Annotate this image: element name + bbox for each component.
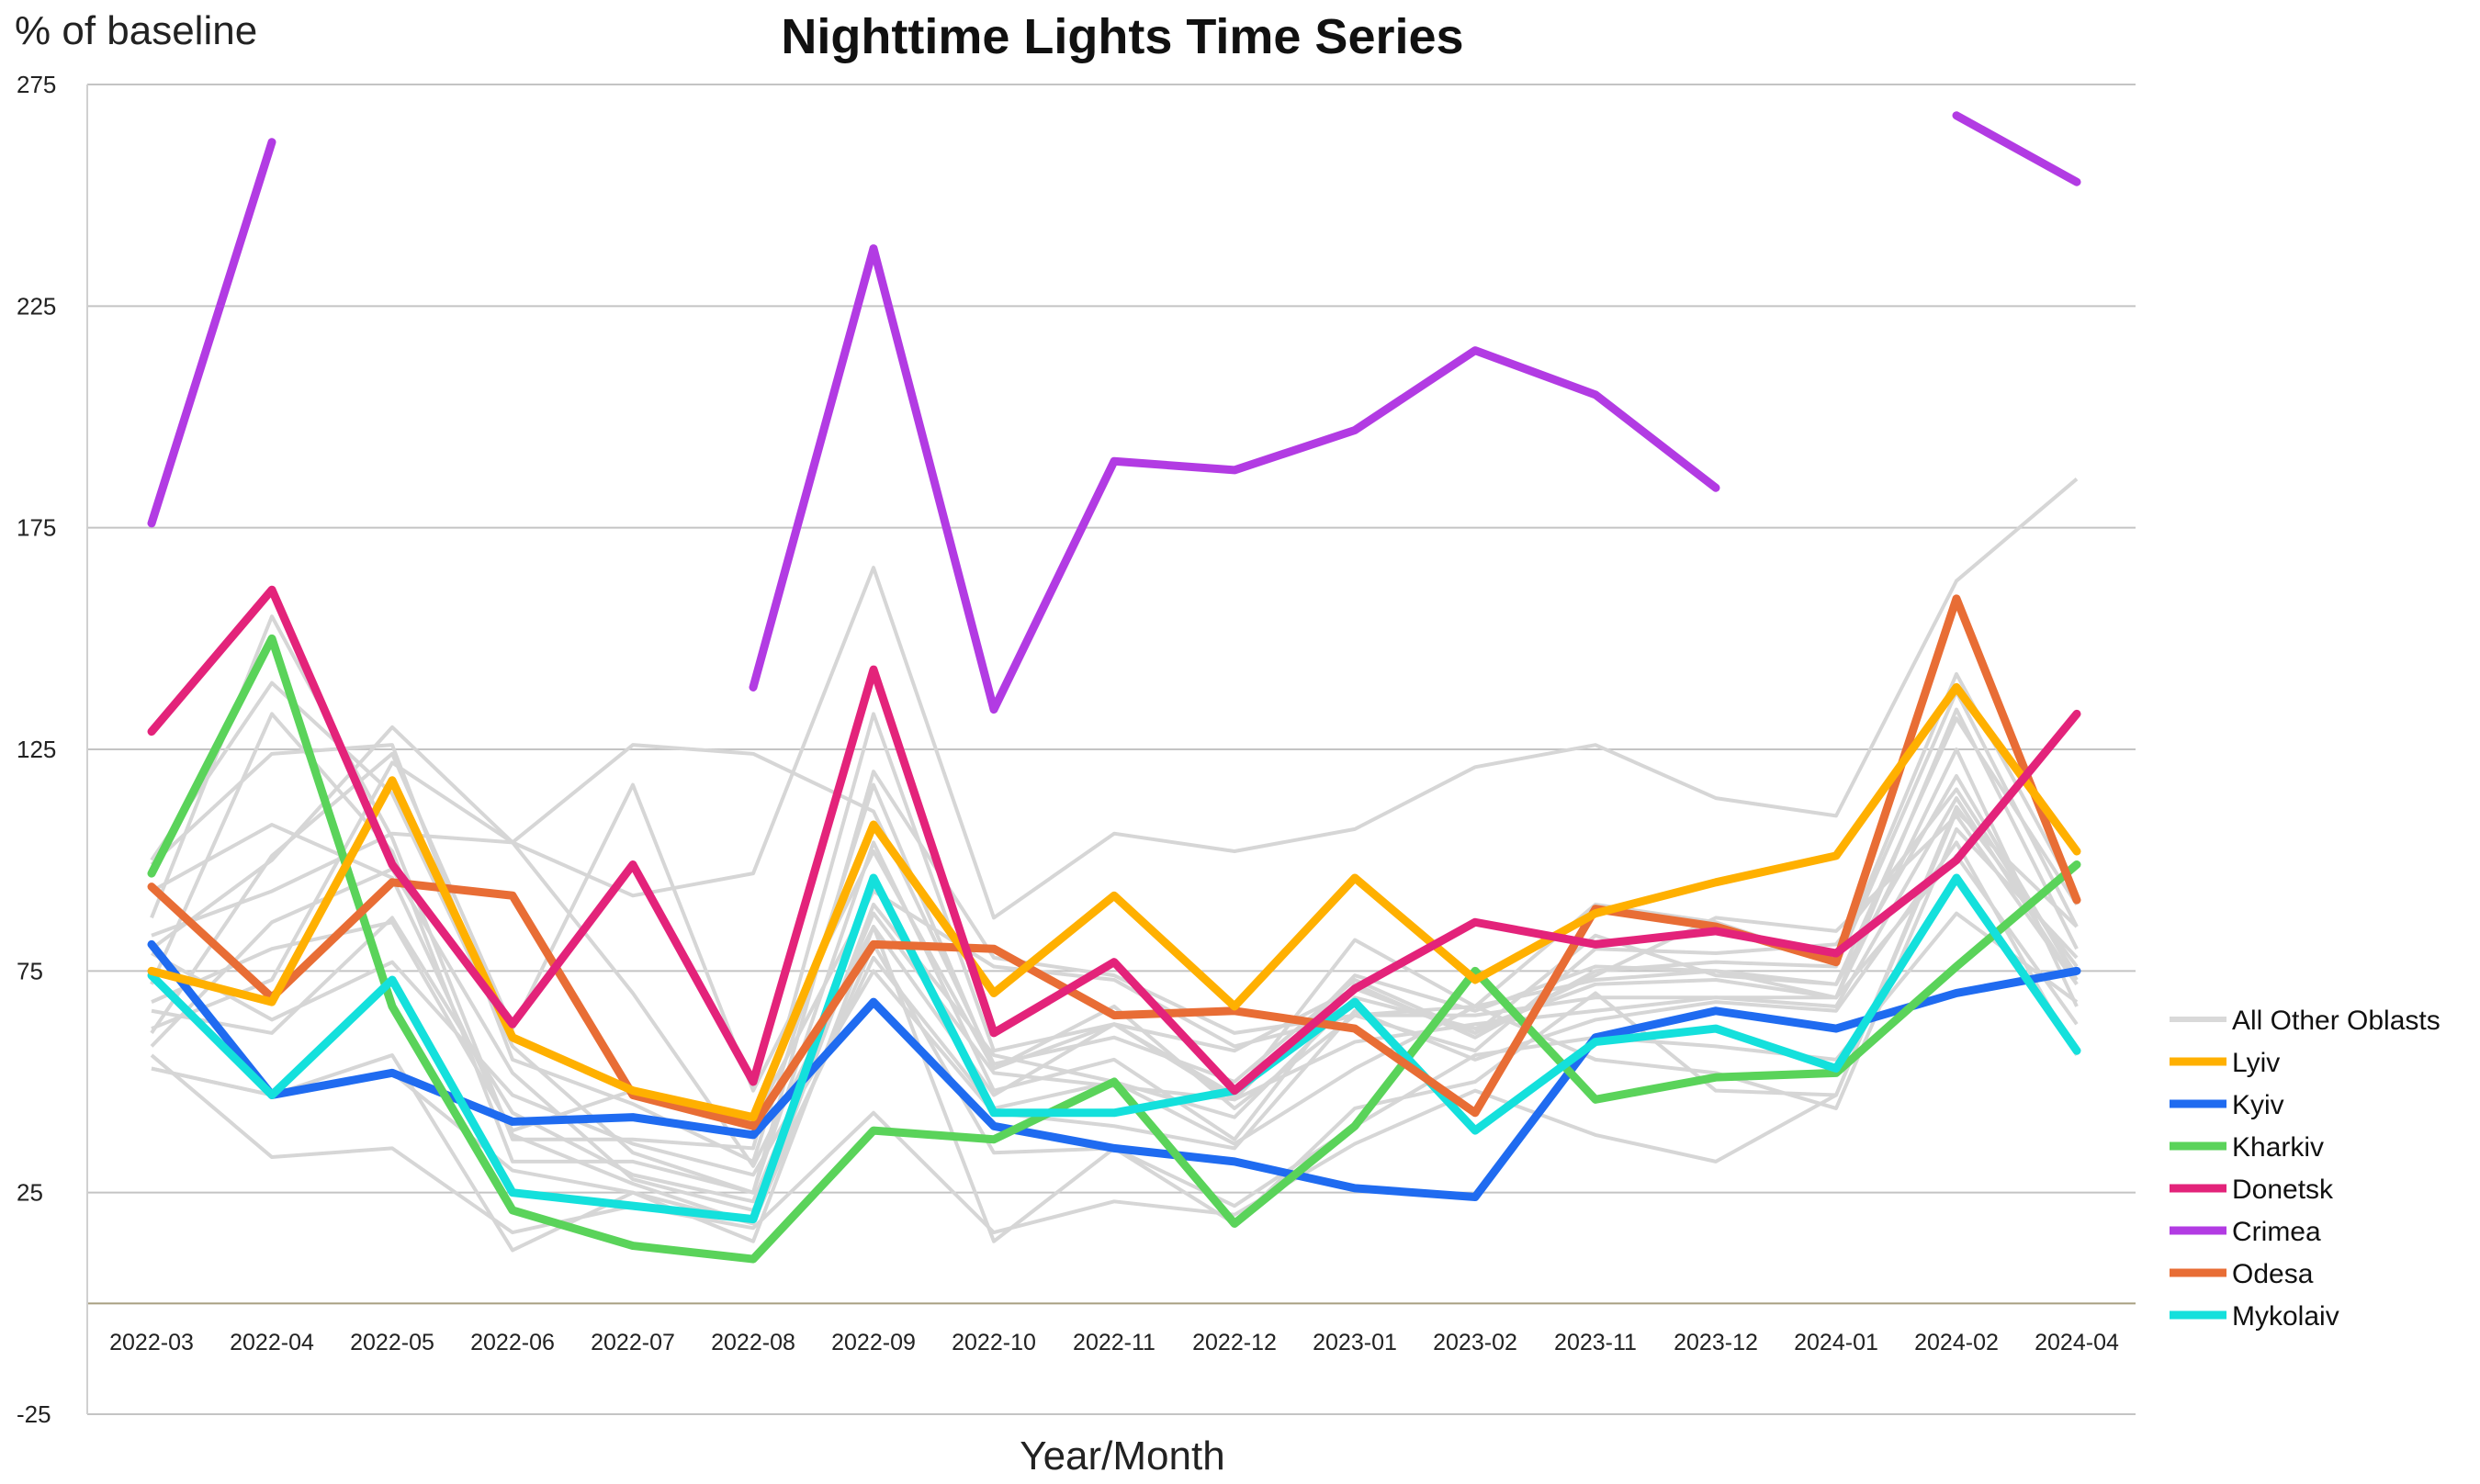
legend-label: Mykolaiv	[2232, 1301, 2339, 1332]
y-tick-label: 125	[17, 736, 56, 763]
x-tick-labels: 2022-03 2022-04 2022-05 2022-06 2022-07 2022-…	[109, 1330, 2119, 1355]
series-line-kyiv	[147, 939, 2081, 1201]
background-line	[150, 751, 2079, 1110]
series-line-kharkiv	[147, 634, 2081, 1264]
y-tick-label: -25	[17, 1400, 51, 1428]
x-tick-label: 2022-08	[711, 1330, 795, 1355]
y-tick-label: 25	[17, 1179, 43, 1207]
y-tick-label: 175	[17, 514, 56, 542]
x-tick-label: 2022-06	[470, 1330, 555, 1355]
x-tick-label: 2022-09	[831, 1330, 916, 1355]
y-tick-label: 275	[17, 71, 56, 98]
x-tick-label: 2023-12	[1674, 1330, 1758, 1355]
x-tick-label: 2022-04	[230, 1330, 314, 1355]
legend-label: Donetsk	[2232, 1175, 2334, 1205]
x-tick-label: 2023-11	[1554, 1330, 1637, 1355]
x-tick-label: 2024-01	[1794, 1330, 1878, 1355]
highlighted-series-lines	[147, 111, 2081, 1264]
background-line	[150, 478, 2079, 950]
background-line	[150, 680, 2079, 1195]
legend-label: Crimea	[2232, 1217, 2321, 1247]
legend-label: Kharkiv	[2232, 1132, 2324, 1163]
legend-label: Odesa	[2232, 1259, 2314, 1289]
series-line-lyiv	[147, 682, 2081, 1122]
legend: All Other Oblasts Lyiv Kyiv Kharkiv Donetsk C…	[2170, 1006, 2441, 1332]
background-line	[150, 804, 2079, 1235]
x-axis-label: Year/Month	[1020, 1433, 1224, 1478]
x-tick-label: 2023-02	[1433, 1330, 1517, 1355]
series-line-mykolaiv	[147, 873, 2081, 1224]
background-line	[150, 853, 2079, 1212]
legend-label: All Other Oblasts	[2232, 1006, 2441, 1036]
legend-label: Lyiv	[2232, 1048, 2280, 1078]
y-tick-labels: 275 225 175 125 75 25 -25	[17, 71, 56, 1428]
series-line-crimea	[147, 138, 276, 528]
background-line	[151, 707, 2079, 1133]
series-line-crimea	[1952, 111, 2081, 186]
x-tick-label: 2022-03	[109, 1330, 194, 1355]
x-tick-label: 2022-05	[350, 1330, 434, 1355]
gridlines	[86, 84, 2136, 1415]
x-tick-label: 2022-10	[952, 1330, 1036, 1355]
x-tick-label: 2022-12	[1192, 1330, 1277, 1355]
x-tick-label: 2024-02	[1914, 1330, 1999, 1355]
series-line-crimea	[749, 244, 1720, 714]
y-tick-label: 75	[17, 957, 43, 984]
x-tick-label: 2024-04	[2035, 1330, 2119, 1355]
x-tick-label: 2022-11	[1073, 1330, 1155, 1355]
y-axis-label: % of baseline	[15, 8, 257, 53]
background-line	[151, 796, 2079, 1204]
background-line	[151, 743, 2079, 1084]
series-line-donetsk	[147, 585, 2081, 1096]
y-tick-label: 225	[17, 292, 56, 320]
chart-title: Nighttime Lights Time Series	[781, 9, 1463, 64]
x-tick-label: 2022-07	[591, 1330, 675, 1355]
x-tick-label: 2023-01	[1313, 1330, 1397, 1355]
legend-label: Kyiv	[2232, 1090, 2284, 1120]
